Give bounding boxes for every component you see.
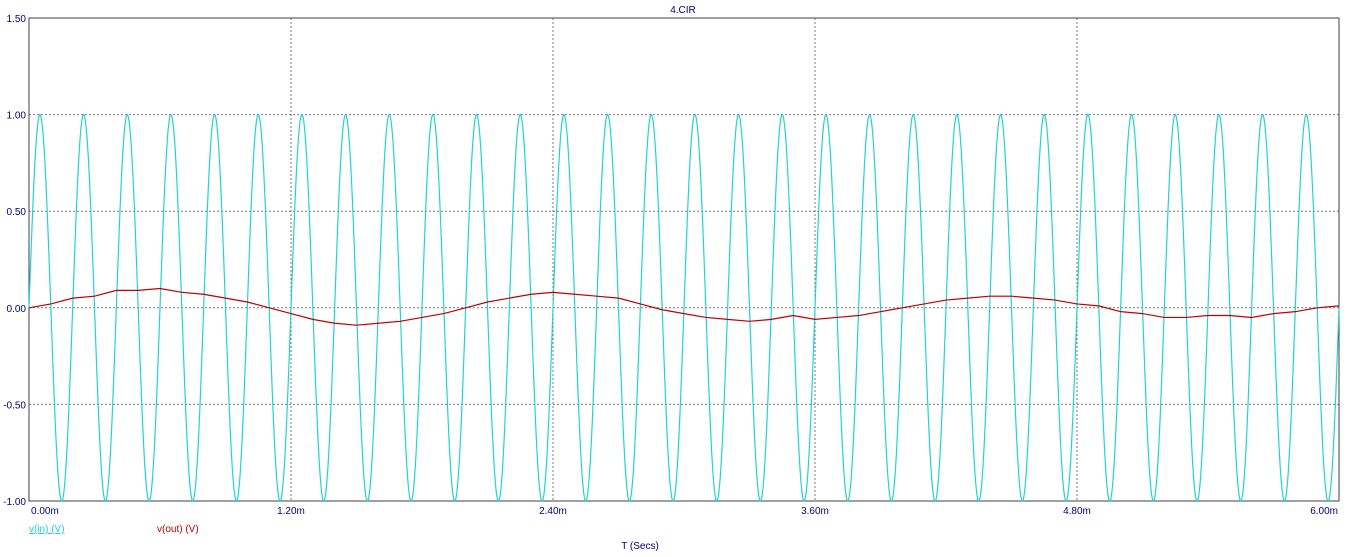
x-tick-label: 1.20m — [277, 506, 305, 517]
legend-entry-v-out[interactable]: v(out) (V) — [157, 524, 199, 535]
y-tick-label: 0.00 — [7, 304, 27, 315]
series-line-v-out — [28, 287, 1340, 326]
y-tick-label: 1.50 — [7, 14, 27, 25]
x-tick-label: 3.60m — [801, 506, 829, 517]
chart-title: 4.CIR — [670, 5, 696, 16]
y-tick-label: 0.50 — [7, 207, 27, 218]
x-tick-label: 2.40m — [539, 506, 567, 517]
y-axis-tick-labels: 1.50 1.00 0.50 0.00 -0.50 -1.00 — [3, 14, 26, 508]
legend-entry-v-in[interactable]: v(in) (V) — [29, 524, 65, 535]
grid-lines — [29, 18, 1339, 501]
y-tick-label: -1.00 — [3, 497, 26, 508]
series-line-v-in — [28, 113, 1340, 502]
y-tick-label: 1.00 — [7, 111, 27, 122]
x-tick-label: 0.00m — [31, 506, 59, 517]
y-tick-label: -0.50 — [3, 400, 26, 411]
x-tick-label: 6.00m — [1310, 506, 1338, 517]
x-tick-label: 4.80m — [1063, 506, 1091, 517]
plot-frame — [28, 17, 1340, 502]
x-axis-tick-labels: 0.00m 1.20m 2.40m 3.60m 4.80m 6.00m — [31, 506, 1338, 517]
x-axis-label: T (Secs) — [621, 541, 659, 552]
